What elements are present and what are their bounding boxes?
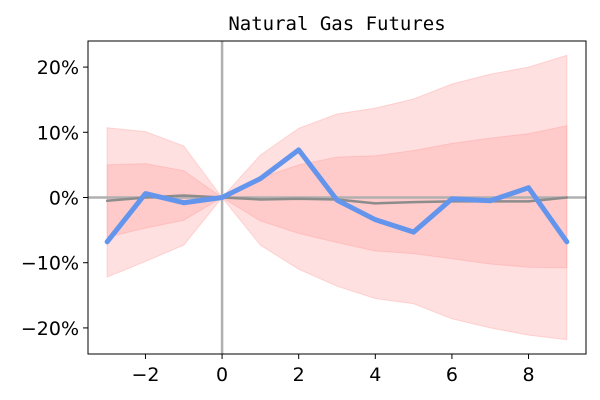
x-axis: −2 0 2 4 6 8 [131,354,535,386]
y-tick-label: 10% [37,122,79,144]
x-tick-label: −2 [131,364,159,386]
y-axis: −20% −10% 0% 10% 20% [21,57,88,340]
x-tick-label: 2 [293,364,305,386]
x-tick-label: 8 [522,364,534,386]
chart-title: Natural Gas Futures [228,13,445,35]
y-tick-label: 20% [37,57,79,79]
y-tick-label: 0% [49,188,79,210]
series-line-highlight [104,147,570,245]
x-tick-label: 4 [369,364,381,386]
x-tick-label: 6 [446,364,458,386]
y-tick-label: −10% [21,253,79,275]
x-tick-label: 0 [216,364,228,386]
series-lines [104,147,570,245]
y-tick-label: −20% [21,318,79,340]
